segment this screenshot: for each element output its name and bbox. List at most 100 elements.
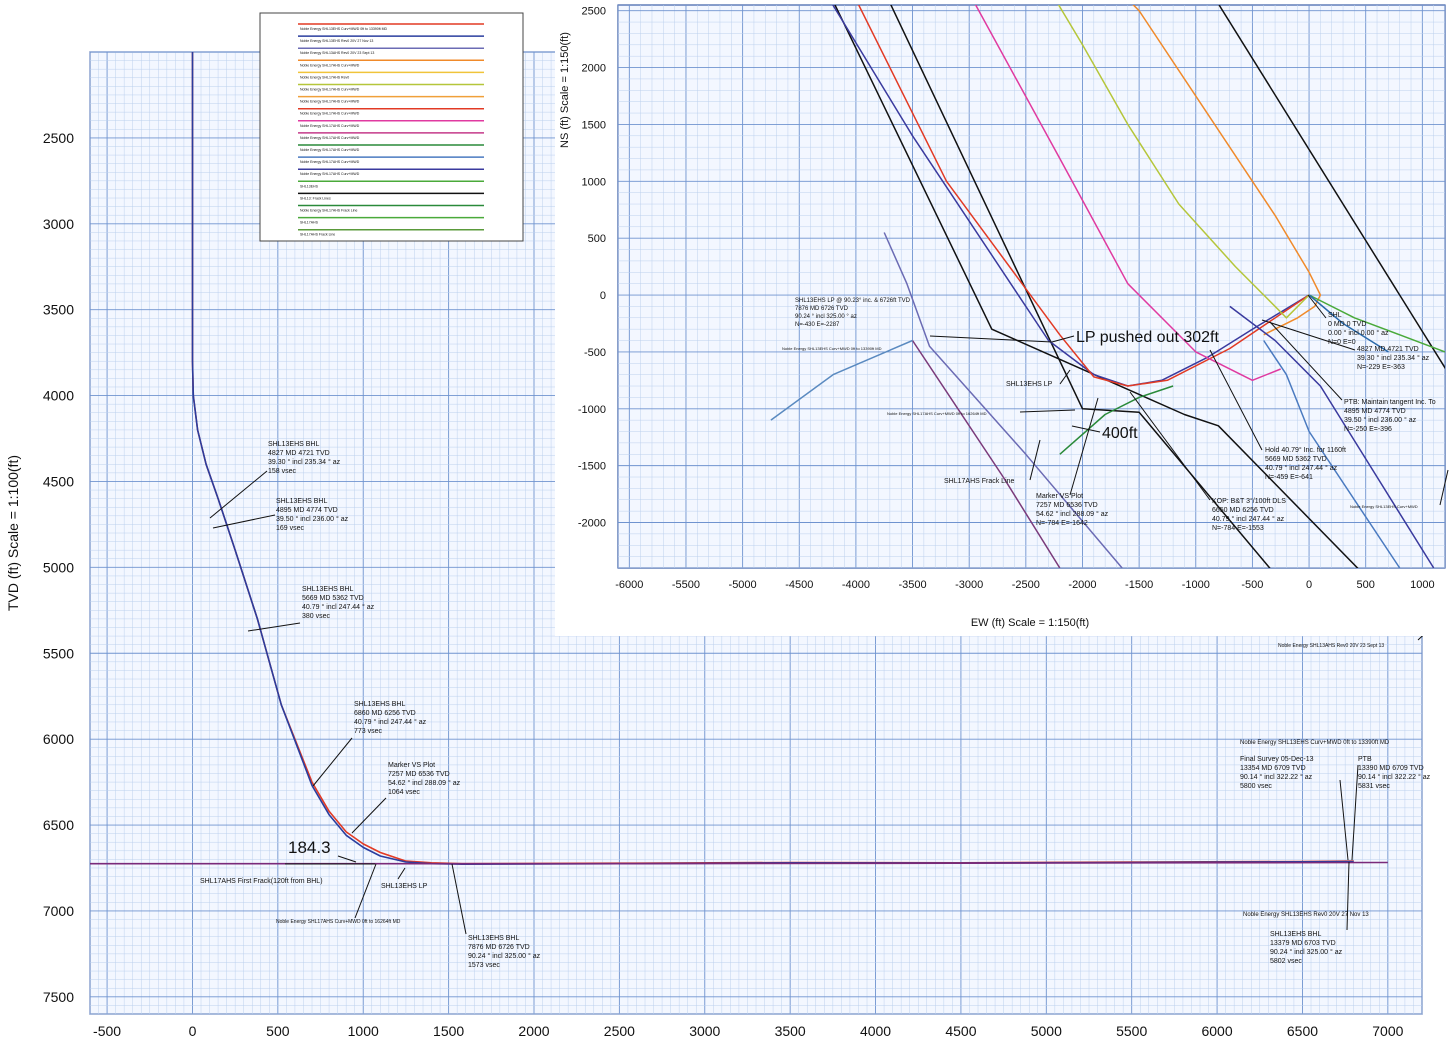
annotation-text: 773 vsec — [354, 728, 383, 735]
legend-label: Noble Energy SHL13EHS Rev0 20V 27 Nov 13 — [300, 39, 373, 43]
legend-label: Noble Energy SHL17AHS Curv+MWD — [300, 88, 360, 92]
y-tick-label: 4000 — [43, 388, 74, 404]
annotation-text: 39.50 ° incl 236.00 ° az — [1344, 416, 1417, 424]
annotation-text: 169 vsec — [276, 525, 305, 532]
annotation-text: Noble Energy SHL13EHS Rev0 20V 27 Nov 13 — [1243, 912, 1369, 918]
annotation-text: 1573 vsec — [468, 962, 500, 969]
annotation-text: N=-229 E=-363 — [1357, 364, 1405, 371]
x-tick-label: -500 — [93, 1023, 121, 1039]
y-tick-label: 5500 — [43, 645, 74, 661]
y-tick-label: -500 — [584, 347, 606, 359]
x-tick-label: 6500 — [1287, 1023, 1318, 1039]
legend-box — [259, 12, 524, 242]
legend-label: SHL17AHS Frack Line — [300, 233, 335, 237]
annotation-text: 184.3 — [288, 838, 331, 857]
callout-line — [209, 470, 268, 519]
x-tick-label: -1500 — [1125, 579, 1153, 591]
annotation-text: Noble Energy SHL13EHS Curv+MWD 0ft to 13… — [1240, 740, 1390, 746]
annotation-text: SHL13EHS BHL — [302, 586, 353, 593]
annotation-text: SHL13EHS LP — [381, 883, 428, 890]
annotation-text: 5800 vsec — [1240, 783, 1272, 790]
callout-line — [212, 514, 276, 529]
x-tick-label: 1500 — [433, 1023, 464, 1039]
annotation-text: 5831 vsec — [1358, 783, 1390, 790]
y-tick-label: 3000 — [43, 216, 74, 232]
series-line — [770, 339, 913, 421]
callout-line — [1069, 397, 1099, 496]
annotation-text: 39.50 ° incl 236.00 ° az — [276, 515, 349, 523]
x-tick-label: 1000 — [1410, 579, 1434, 591]
callout-line — [1209, 349, 1263, 451]
annotation-text: PTB — [1358, 756, 1372, 763]
series-line — [890, 5, 1271, 568]
annotation-text: SHL13EHS BHL — [276, 498, 327, 505]
series-line — [1308, 294, 1445, 353]
legend-label: SHL13EHS — [300, 184, 319, 188]
annotation-text: 5802 vsec — [1270, 958, 1302, 965]
annotation-text: 4895 MD 4774 TVD — [276, 507, 338, 514]
series-line — [911, 340, 1061, 568]
callout-line — [1029, 439, 1041, 481]
x-tick-label: 0 — [1306, 579, 1312, 591]
annotation-text: 1064 vsec — [388, 789, 420, 796]
y-tick-label: 1000 — [582, 176, 606, 188]
callout-line — [397, 867, 406, 880]
annotation-text: Noble Energy SHL17AHS Curv+MWD 0ft to 16… — [887, 411, 987, 416]
x-tick-label: 4500 — [945, 1023, 976, 1039]
callout-line — [1339, 779, 1349, 861]
annotation-text: Final Survey 05-Dec-13 — [1240, 756, 1314, 763]
x-tick-label: -5000 — [729, 579, 757, 591]
x-tick-label: 4000 — [860, 1023, 891, 1039]
callout-line — [1071, 425, 1101, 433]
callout-line — [1439, 469, 1449, 506]
y-tick-label: -2000 — [578, 518, 606, 530]
series-line — [90, 861, 1388, 865]
annotation-text: SHL13EHS BHL — [468, 935, 519, 942]
y-axis-label: TVD (ft) Scale = 1:100(ft) — [5, 455, 21, 611]
y-tick-label: 1500 — [582, 119, 606, 131]
callout-line — [354, 863, 377, 919]
legend-label: Noble Energy SHL17AHS Curv+MWD — [300, 148, 360, 152]
y-tick-label: 5000 — [43, 559, 74, 575]
annotation-text: 40.79 ° incl 247.44 ° az — [1265, 464, 1338, 472]
y-tick-label: 4500 — [43, 473, 74, 489]
annotation-text: 40.79 ° incl 247.44 ° az — [302, 603, 375, 611]
annotation-text: SHL13EHS BHL — [268, 441, 319, 448]
x-tick-label: 500 — [266, 1023, 290, 1039]
annotation-text: 54.62 ° incl 288.09 ° az — [388, 779, 461, 787]
annotation-text: Noble Energy SHL13EHS Curv+MWD — [1350, 504, 1418, 509]
callout-line — [1051, 335, 1075, 343]
annotation-text: SHL13EHS BHL — [354, 701, 405, 708]
x-tick-label: -3000 — [955, 579, 983, 591]
annotation-text: N=-784 E=-1642 — [1036, 520, 1088, 527]
annotation-text: 13354 MD 6709 TVD — [1240, 765, 1306, 772]
annotation-text: 90.14 ° incl 322.22 ° az — [1358, 773, 1431, 781]
y-tick-label: 2500 — [43, 130, 74, 146]
annotation-text: N=-430 E=-2287 — [795, 322, 840, 328]
x-tick-label: -5500 — [672, 579, 700, 591]
legend-label: Noble Energy SHL13AHS Rev0 20V 23 Sept 1… — [300, 51, 374, 55]
annotation-text: SHL13EHS LP @ 90.23° inc. & 6726ft TVD — [795, 298, 911, 304]
callout-line — [1129, 391, 1211, 501]
legend-label: SHL17AHS — [300, 221, 319, 225]
x-tick-label: -2500 — [1012, 579, 1040, 591]
callout-line — [1261, 319, 1356, 351]
legend-label: Noble Energy SHL13EHS Curv+MWD 0ft to 13… — [300, 27, 388, 31]
series-line — [974, 5, 1281, 382]
annotation-text: SHL17AHS First Frack(120ft from BHL) — [200, 878, 323, 885]
x-tick-label: 0 — [189, 1023, 197, 1039]
y-tick-label: 6500 — [43, 817, 74, 833]
plan-view-plot: -6000 -5500 -5000 -4500 -4000 -3500 -3000 -2500… — [559, 4, 1449, 629]
series-line — [1308, 294, 1389, 353]
x-tick-label: 3500 — [775, 1023, 806, 1039]
series-line — [1218, 5, 1445, 370]
annotation-text: 0 MD 0 TVD — [1328, 321, 1366, 328]
x-tick-label: 2500 — [604, 1023, 635, 1039]
legend-label: SHL13: Frack Lines — [300, 196, 331, 200]
x-tick-label: 6000 — [1201, 1023, 1232, 1039]
legend-label: Noble Energy SHL17AHS Curv+MWD — [300, 172, 360, 176]
series-line — [883, 232, 1123, 568]
y-tick-label: 7000 — [43, 903, 74, 919]
callout-line — [247, 622, 301, 632]
annotation-text: 7876 MD 6726 TVD — [795, 306, 849, 312]
